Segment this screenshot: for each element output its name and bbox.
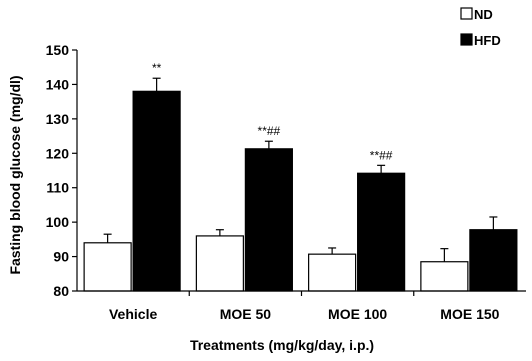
y-tick-label: 100 — [46, 214, 70, 230]
x-category-label: Vehicle — [109, 306, 157, 322]
bar-hfd — [469, 229, 518, 292]
legend-swatch-hfd — [460, 33, 473, 46]
x-category-label: MOE 50 — [220, 306, 272, 322]
legend-label-hfd: HFD — [474, 33, 501, 48]
bar-nd — [195, 235, 244, 292]
x-category-label: MOE 150 — [440, 306, 499, 322]
y-ticks-group: 80 90 100 110 120 130 140 150 — [46, 42, 77, 299]
significance-annotation: **## — [370, 148, 393, 162]
annotations-group: ** **## **## — [152, 61, 393, 162]
x-categories-group: Vehicle MOE 50 MOE 100 MOE 150 — [109, 291, 500, 322]
significance-annotation: **## — [258, 124, 281, 138]
legend: ND HFD — [460, 7, 501, 48]
bar-nd — [308, 253, 357, 292]
error-bars-group — [103, 77, 498, 262]
significance-annotation: ** — [152, 61, 162, 75]
legend-label-nd: ND — [474, 7, 493, 22]
y-tick-label: 80 — [53, 283, 69, 299]
x-category-label: MOE 100 — [328, 306, 387, 322]
bar-hfd — [132, 90, 181, 292]
y-axis-title: Fasting blood glucose (mg/dl) — [7, 75, 23, 274]
legend-swatch-nd — [460, 7, 473, 20]
y-tick-label: 150 — [46, 42, 70, 58]
y-tick-label: 110 — [46, 180, 69, 196]
y-tick-label: 120 — [46, 145, 70, 161]
bar-hfd — [244, 148, 293, 292]
bar-nd — [420, 261, 469, 292]
bars-group — [83, 90, 518, 292]
y-tick-label: 90 — [53, 249, 69, 265]
bar-hfd — [357, 172, 406, 292]
x-axis-title: Treatments (mg/kg/day, i.p.) — [190, 337, 374, 353]
y-tick-label: 130 — [46, 111, 70, 127]
y-tick-label: 140 — [46, 76, 70, 92]
bar-nd — [83, 242, 132, 292]
